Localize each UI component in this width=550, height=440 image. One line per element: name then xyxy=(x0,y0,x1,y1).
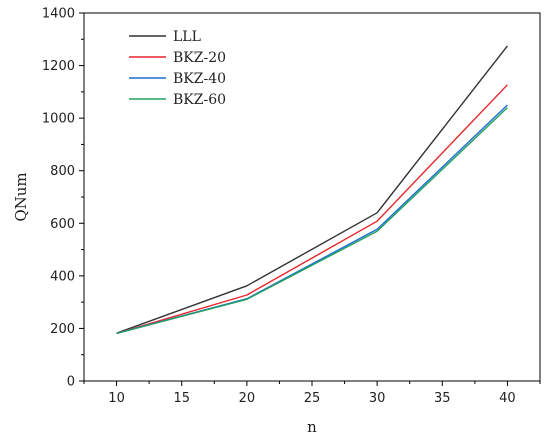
legend-label: BKZ-20 xyxy=(173,50,226,66)
y-tick-label: 400 xyxy=(50,269,75,284)
y-tick-label: 1000 xyxy=(42,112,75,127)
plot-area xyxy=(83,12,541,382)
legend-label: LLL xyxy=(173,29,201,45)
x-tick-label: 25 xyxy=(304,391,321,406)
plot-frame xyxy=(83,12,541,382)
legend-label: BKZ-60 xyxy=(173,92,226,108)
x-tick-label: 30 xyxy=(369,391,386,406)
y-tick-label: 0 xyxy=(67,375,75,390)
x-tick-label: 15 xyxy=(173,391,190,406)
series-line-bkz-60 xyxy=(116,107,508,335)
y-tick-label: 200 xyxy=(50,322,75,337)
x-tick-label: 10 xyxy=(108,391,125,406)
x-axis-title: n xyxy=(307,418,317,436)
y-tick-label: 1400 xyxy=(42,7,75,22)
x-tick-label: 40 xyxy=(499,391,516,406)
x-tick-label: 20 xyxy=(239,391,256,406)
series-line-lll xyxy=(116,45,508,334)
series-layer xyxy=(116,45,508,335)
legend: LLL BKZ-20 BKZ-40 BKZ-60 xyxy=(129,29,226,108)
series-line-bkz-20 xyxy=(116,84,508,335)
y-tick-label: 1200 xyxy=(42,59,75,74)
y-tick-label: 800 xyxy=(50,164,75,179)
y-tick-label: 600 xyxy=(50,217,75,232)
legend-label: BKZ-40 xyxy=(173,71,226,87)
x-tick-label: 35 xyxy=(434,391,451,406)
y-axis-title: QNum xyxy=(12,172,30,221)
